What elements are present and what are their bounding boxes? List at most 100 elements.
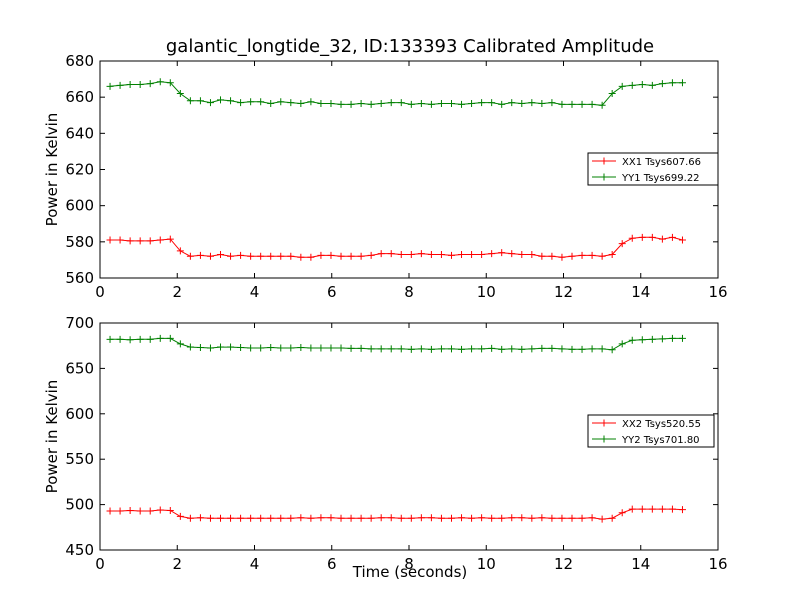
data-point-marker (377, 514, 385, 522)
data-point-marker (277, 252, 285, 260)
data-point-marker (257, 514, 265, 522)
data-point-marker (267, 99, 275, 107)
data-point-marker (468, 250, 476, 258)
data-point-marker (307, 253, 315, 261)
x-tick-label: 12 (554, 555, 573, 573)
data-point-marker (337, 100, 345, 108)
data-point-marker (156, 236, 164, 244)
data-point-marker (387, 514, 395, 522)
data-point-marker (347, 514, 355, 522)
data-point-marker (106, 82, 114, 90)
chart-title: galantic_longtide_32, ID:133393 Calibrat… (166, 36, 654, 57)
data-point-marker (156, 334, 164, 342)
data-point-marker (638, 336, 646, 344)
data-point-marker (397, 514, 405, 522)
data-point-marker (327, 514, 335, 522)
data-point-marker (176, 247, 184, 255)
data-point-marker (508, 99, 516, 107)
data-point-marker (146, 237, 154, 245)
data-point-marker (247, 252, 255, 260)
data-point-marker (528, 345, 536, 353)
data-point-marker (417, 250, 425, 258)
data-point-marker (548, 514, 556, 522)
data-point-marker (297, 514, 305, 522)
data-point-marker (447, 99, 455, 107)
data-point-marker (588, 251, 596, 259)
data-point-marker (678, 506, 686, 514)
y-tick-label: 580 (65, 233, 94, 251)
data-point-marker (658, 335, 666, 343)
data-point-marker (427, 100, 435, 108)
data-point-marker (598, 252, 606, 260)
data-point-marker (247, 98, 255, 106)
data-point-marker (397, 99, 405, 107)
data-point-marker (588, 100, 596, 108)
data-point-marker (317, 99, 325, 107)
data-point-marker (166, 334, 174, 342)
data-point-marker (186, 252, 194, 260)
data-point-marker (337, 514, 345, 522)
y-tick-label: 500 (65, 496, 94, 514)
data-point-marker (287, 99, 295, 107)
data-point-marker (327, 251, 335, 259)
data-point-marker (297, 344, 305, 352)
data-point-marker (538, 99, 546, 107)
data-point-marker (578, 100, 586, 108)
data-point-marker (658, 80, 666, 88)
data-point-marker (146, 335, 154, 343)
data-point-marker (578, 251, 586, 259)
y-tick-label: 650 (65, 359, 94, 377)
data-point-marker (458, 345, 466, 353)
data-point-marker (437, 99, 445, 107)
data-point-marker (116, 507, 124, 515)
data-point-marker (598, 345, 606, 353)
data-point-marker (297, 99, 305, 107)
data-point-marker (317, 514, 325, 522)
data-point-marker (387, 345, 395, 353)
data-point-marker (488, 99, 496, 107)
data-point-marker (437, 250, 445, 258)
data-point-marker (528, 514, 536, 522)
data-point-marker (417, 514, 425, 522)
data-point-marker (528, 99, 536, 107)
data-point-marker (267, 514, 275, 522)
data-point-marker (217, 250, 225, 258)
data-point-marker (668, 233, 676, 241)
data-point-marker (247, 344, 255, 352)
data-point-marker (227, 514, 235, 522)
data-point-marker (267, 344, 275, 352)
data-point-marker (227, 343, 235, 351)
x-tick-label: 16 (708, 555, 727, 573)
data-point-marker (407, 250, 415, 258)
data-point-marker (186, 97, 194, 105)
data-point-marker (267, 252, 275, 260)
data-point-marker (106, 236, 114, 244)
data-point-marker (478, 514, 486, 522)
data-point-marker (458, 250, 466, 258)
x-tick-label: 8 (404, 555, 414, 573)
data-point-marker (548, 99, 556, 107)
data-point-marker (668, 79, 676, 87)
data-point-marker (217, 343, 225, 351)
data-point-marker (498, 345, 506, 353)
data-point-marker (297, 253, 305, 261)
data-point-marker (488, 344, 496, 352)
data-point-marker (387, 99, 395, 107)
data-point-marker (618, 509, 626, 517)
x-tick-label: 14 (631, 555, 650, 573)
data-point-marker (186, 514, 194, 522)
x-tick-label: 12 (554, 283, 573, 301)
data-point-marker (447, 514, 455, 522)
data-point-marker (417, 345, 425, 353)
data-point-marker (538, 344, 546, 352)
data-point-marker (136, 507, 144, 515)
data-point-marker (407, 514, 415, 522)
legend-entry-label: XX2 Tsys520.55 (622, 419, 701, 430)
data-point-marker (196, 514, 204, 522)
data-point-marker (287, 344, 295, 352)
data-point-marker (498, 514, 506, 522)
data-point-marker (568, 100, 576, 108)
y-tick-label: 600 (65, 197, 94, 215)
data-point-marker (668, 334, 676, 342)
